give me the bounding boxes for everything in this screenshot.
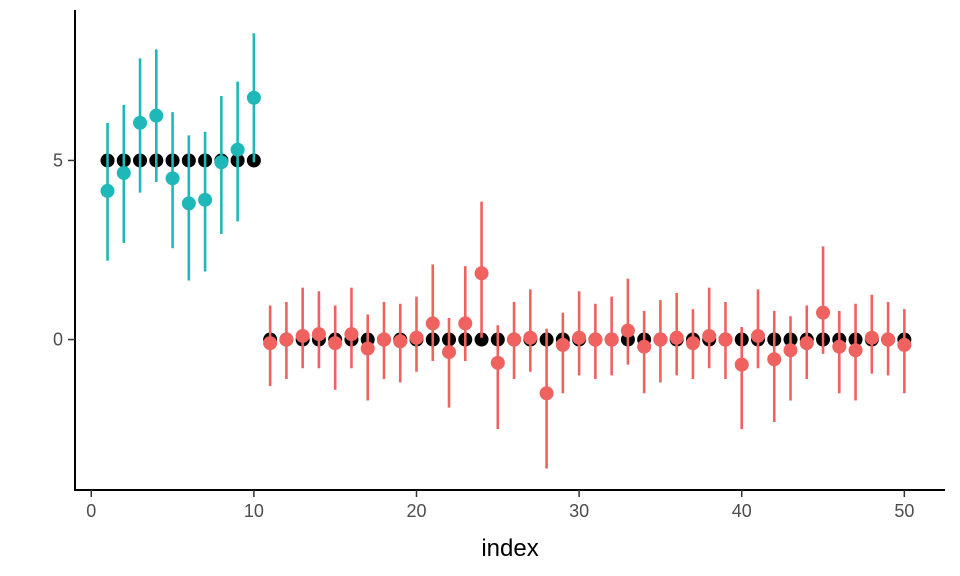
x-tick-label: 30 <box>569 501 589 521</box>
estimate-point <box>702 328 717 343</box>
estimate-point <box>507 332 522 347</box>
estimate-point <box>669 330 684 345</box>
y-axis-ticks: 05 <box>53 150 75 350</box>
estimate-point <box>214 155 229 170</box>
x-axis-title: index <box>481 535 538 562</box>
series-group_a <box>100 33 261 281</box>
estimate-point <box>523 330 538 345</box>
estimate-point <box>539 386 554 401</box>
estimate-point <box>588 332 603 347</box>
estimate-point <box>393 334 408 349</box>
estimate-point <box>116 165 131 180</box>
estimate-point <box>637 339 652 354</box>
estimate-point <box>344 327 359 342</box>
estimate-point <box>767 352 782 367</box>
estimate-point <box>328 336 343 351</box>
series-group_b <box>263 201 912 469</box>
estimate-point <box>442 345 457 360</box>
y-tick-label: 0 <box>53 330 63 350</box>
estimate-point <box>376 332 391 347</box>
estimate-point <box>897 337 912 352</box>
estimate-point <box>149 108 164 123</box>
estimate-point <box>295 328 310 343</box>
estimate-point <box>474 266 489 281</box>
estimate-point <box>718 332 733 347</box>
estimate-point <box>881 332 896 347</box>
estimate-point <box>100 183 115 198</box>
estimate-point <box>685 336 700 351</box>
estimate-point <box>263 336 278 351</box>
estimate-point <box>181 196 196 211</box>
estimate-point <box>555 337 570 352</box>
x-axis-ticks: 0 10 20 30 40 50 <box>86 490 914 521</box>
estimate-point <box>360 341 375 356</box>
estimate-point <box>734 357 749 372</box>
estimate-point <box>799 336 814 351</box>
estimate-point <box>409 330 424 345</box>
y-tick-label: 5 <box>53 150 63 170</box>
estimate-point <box>458 316 473 331</box>
x-tick-label: 0 <box>86 501 96 521</box>
estimate-point <box>198 192 213 207</box>
truth-point <box>474 332 489 347</box>
estimate-point <box>572 330 587 345</box>
estimate-point <box>165 171 180 186</box>
estimate-point <box>246 90 261 105</box>
x-tick-label: 20 <box>406 501 426 521</box>
estimate-point <box>311 327 326 342</box>
estimate-point <box>816 305 831 320</box>
estimate-point <box>620 323 635 338</box>
estimate-point <box>425 316 440 331</box>
estimate-point <box>490 355 505 370</box>
estimate-point <box>848 343 863 358</box>
x-tick-label: 10 <box>244 501 264 521</box>
estimate-point <box>783 343 798 358</box>
estimate-point <box>832 339 847 354</box>
x-tick-label: 50 <box>894 501 914 521</box>
estimate-point <box>133 115 148 130</box>
chart-marks <box>100 33 912 469</box>
estimate-point <box>279 332 294 347</box>
estimate-point <box>604 332 619 347</box>
x-tick-label: 40 <box>732 501 752 521</box>
estimate-point <box>750 328 765 343</box>
estimate-point <box>653 332 668 347</box>
estimate-point <box>230 142 245 157</box>
estimate-point <box>864 330 879 345</box>
